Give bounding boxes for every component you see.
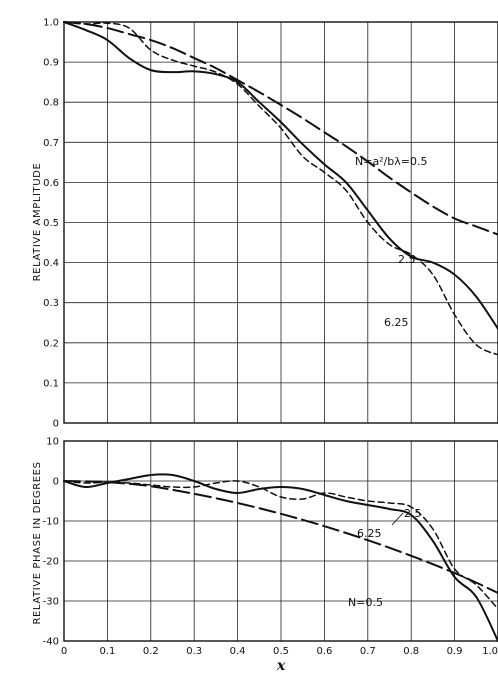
- phase-y-tick-label: -30: [43, 597, 59, 608]
- phase-plot-frame: [63, 440, 498, 642]
- x-axis-label: x: [276, 658, 286, 674]
- amplitude-series-line-2-5: [63, 21, 498, 330]
- annotation-2-5-leader: [391, 512, 404, 526]
- x-tick-label: 0.3: [186, 646, 202, 657]
- amplitude-y-tick-label: 0.8: [43, 98, 59, 109]
- amplitude-y-tick-label: 0.4: [43, 258, 59, 269]
- annotation-2-5-amplitude: 2.5: [398, 253, 416, 266]
- x-tick-label: 1.0: [482, 646, 498, 657]
- phase-y-tick-label: -20: [43, 557, 59, 568]
- x-tick-label: 0.2: [143, 646, 159, 657]
- amplitude-y-tick-label: 0.3: [43, 298, 59, 309]
- amplitude-y-tick-label: 0.2: [43, 338, 59, 349]
- amplitude-y-tick-label: 0: [53, 419, 59, 430]
- amplitude-y-tick-label: 0.5: [43, 218, 59, 229]
- amplitude-plot-frame: [63, 21, 498, 424]
- phase-y-tick-label: -10: [43, 517, 59, 528]
- amplitude-series-line-n-a-b-0-5: [63, 21, 498, 236]
- phase-series-line-6-25: [63, 473, 498, 642]
- amplitude-y-tick-label: 0.1: [43, 378, 59, 389]
- phase-series-line-2-5: [63, 480, 498, 610]
- x-tick-label: 0.5: [273, 646, 289, 657]
- amplitude-ylabel: RELATIVE AMPLITUDE: [32, 163, 43, 282]
- amplitude-series-line-6-25: [63, 21, 498, 356]
- annotation-n-0-5-phase: N=0.5: [348, 596, 383, 609]
- phase-y-tick-label: 10: [46, 437, 59, 448]
- x-tick-label: 0.8: [403, 646, 419, 657]
- x-tick-label: 0.7: [360, 646, 376, 657]
- annotation-6-25-amplitude: 6.25: [384, 316, 409, 329]
- phase-ylabel: RELATIVE PHASE IN DEGREES: [32, 461, 43, 624]
- amplitude-y-tick-label: 0.6: [43, 178, 59, 189]
- x-tick-label: 0.9: [447, 646, 463, 657]
- x-tick-label: 0: [61, 646, 67, 657]
- x-tick-label: 0.1: [99, 646, 115, 657]
- phase-series-line-n-0-5: [63, 480, 498, 594]
- amplitude-y-tick-label: 1.0: [43, 18, 59, 29]
- annotation-2-5-phase: 2.5: [404, 507, 422, 520]
- phase-chart: 100-10-20-30-400 0.1 0.2 0.3 0.4 0.5 0.6 0.7 0.8…: [43, 437, 498, 657]
- x-tick-label: 0.6: [316, 646, 332, 657]
- amplitude-y-tick-label: 0.9: [43, 58, 59, 69]
- annotation-6-25-phase: 6.25: [357, 527, 382, 540]
- phase-y-tick-label: 0: [53, 477, 59, 488]
- amplitude-chart: 0 0.1 0.2 0.3 0.4 0.5 0.6 0.7 0.8 0.9 1.0: [43, 18, 498, 430]
- x-tick-label: 0.4: [230, 646, 246, 657]
- phase-y-tick-label: -40: [43, 637, 59, 648]
- annotation-n-0-5-amplitude: N=a²/bλ=0.5: [355, 155, 428, 168]
- amplitude-y-tick-label: 0.7: [43, 138, 59, 149]
